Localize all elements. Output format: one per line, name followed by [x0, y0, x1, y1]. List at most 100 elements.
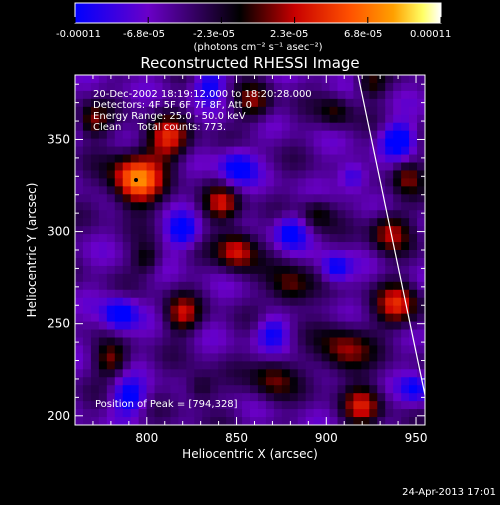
heatmap-cell — [178, 90, 187, 100]
heatmap-cell — [90, 329, 100, 339]
heatmap-cell — [337, 337, 347, 347]
heatmap-cell — [417, 289, 425, 299]
heatmap-cell — [218, 202, 227, 211]
heatmap-cell — [297, 202, 307, 211]
heatmap-cell — [98, 170, 108, 179]
heatmap-cell — [98, 337, 108, 347]
heatmap-cell — [90, 146, 100, 156]
heatmap-cell — [257, 90, 267, 100]
heatmap-cell — [218, 210, 227, 219]
heatmap-cell — [242, 82, 251, 92]
colorbar-ticks — [74, 17, 442, 23]
heatmap-cell — [345, 289, 354, 299]
heatmap-cell — [122, 234, 132, 243]
heatmap-cell — [313, 186, 323, 195]
heatmap-cell — [242, 138, 251, 148]
heatmap-cell — [305, 210, 315, 219]
heatmap-cell — [178, 250, 187, 259]
heatmap-cell — [393, 75, 402, 84]
heatmap-cell — [234, 273, 243, 283]
heatmap-cell — [122, 369, 132, 378]
heatmap-cell — [162, 210, 172, 219]
heatmap-cell — [417, 90, 425, 100]
heatmap-cell — [90, 90, 100, 100]
heatmap-cell — [377, 226, 386, 235]
heatmap-cell — [345, 98, 354, 108]
heatmap-cell — [122, 289, 132, 299]
heatmap-cell — [329, 106, 339, 116]
heatmap-cell — [257, 273, 267, 283]
heatmap-cell — [329, 186, 339, 195]
heatmap-cell — [273, 337, 283, 347]
heatmap-cell — [114, 154, 124, 164]
heatmap-cell — [210, 369, 219, 378]
heatmap-cell — [178, 210, 187, 219]
heatmap-cell — [170, 377, 179, 386]
heatmap-cell — [393, 313, 402, 323]
heatmap-cell — [114, 194, 124, 203]
heatmap-cell — [337, 329, 347, 339]
heatmap-cell — [186, 297, 195, 307]
heatmap-cell — [305, 305, 315, 315]
heatmap-cell — [202, 353, 211, 362]
heatmap-cell — [281, 234, 291, 243]
heatmap-cell — [186, 186, 195, 195]
heatmap-cell — [313, 353, 323, 362]
heatmap-cell — [377, 146, 386, 156]
heatmap-cell — [401, 146, 410, 156]
heatmap-cell — [361, 281, 370, 291]
heatmap-cell — [146, 202, 156, 211]
heatmap-cell — [154, 409, 164, 418]
heatmap-cell — [218, 289, 227, 299]
heatmap-cell — [90, 122, 100, 132]
heatmap-cell — [401, 329, 410, 339]
heatmap-cell — [138, 257, 148, 267]
heatmap-cell — [186, 377, 195, 386]
heatmap-cell — [265, 409, 275, 418]
heatmap-cell — [186, 234, 195, 243]
heatmap-cell — [122, 250, 132, 259]
heatmap-cell — [377, 170, 386, 179]
heatmap-cell — [210, 329, 219, 339]
heatmap-cell — [106, 178, 116, 187]
heatmap-cell — [377, 345, 386, 354]
heatmap-cell — [138, 114, 148, 124]
heatmap-cell — [154, 170, 164, 179]
heatmap-cell — [106, 82, 116, 92]
heatmap-cell — [194, 90, 203, 100]
heatmap-cell — [178, 138, 187, 148]
heatmap-cell — [289, 114, 299, 124]
heatmap-cell — [218, 98, 227, 108]
heatmap-cell — [82, 289, 92, 299]
heatmap-cell — [273, 98, 283, 108]
heatmap-cell — [162, 106, 172, 116]
heatmap-cell — [218, 401, 227, 410]
heatmap-cell — [257, 345, 267, 354]
heatmap-cell — [218, 114, 227, 124]
heatmap-cell — [114, 417, 124, 425]
heatmap-cell — [345, 265, 354, 275]
heatmap-cell — [265, 401, 275, 410]
heatmap-cell — [305, 345, 315, 354]
heatmap-cell — [361, 417, 370, 425]
heatmap-cell — [393, 250, 402, 259]
heatmap-cell — [417, 265, 425, 275]
heatmap-cell — [281, 289, 291, 299]
heatmap-cell — [210, 202, 219, 211]
heatmap-cell — [337, 257, 347, 267]
heatmap-cell — [401, 250, 410, 259]
heatmap-cell — [146, 122, 156, 132]
heatmap-cell — [146, 297, 156, 307]
heatmap-cell — [234, 114, 243, 124]
heatmap-cell — [417, 361, 425, 370]
heatmap-cell — [90, 361, 100, 370]
heatmap-cell — [234, 218, 243, 227]
heatmap-cell — [75, 417, 84, 425]
heatmap-cell — [130, 409, 140, 418]
heatmap-cell — [369, 417, 378, 425]
heatmap-cell — [265, 154, 275, 164]
heatmap-cell — [281, 202, 291, 211]
heatmap-cell — [75, 154, 84, 164]
heatmap-cell — [186, 281, 195, 291]
heatmap-cell — [178, 114, 187, 124]
